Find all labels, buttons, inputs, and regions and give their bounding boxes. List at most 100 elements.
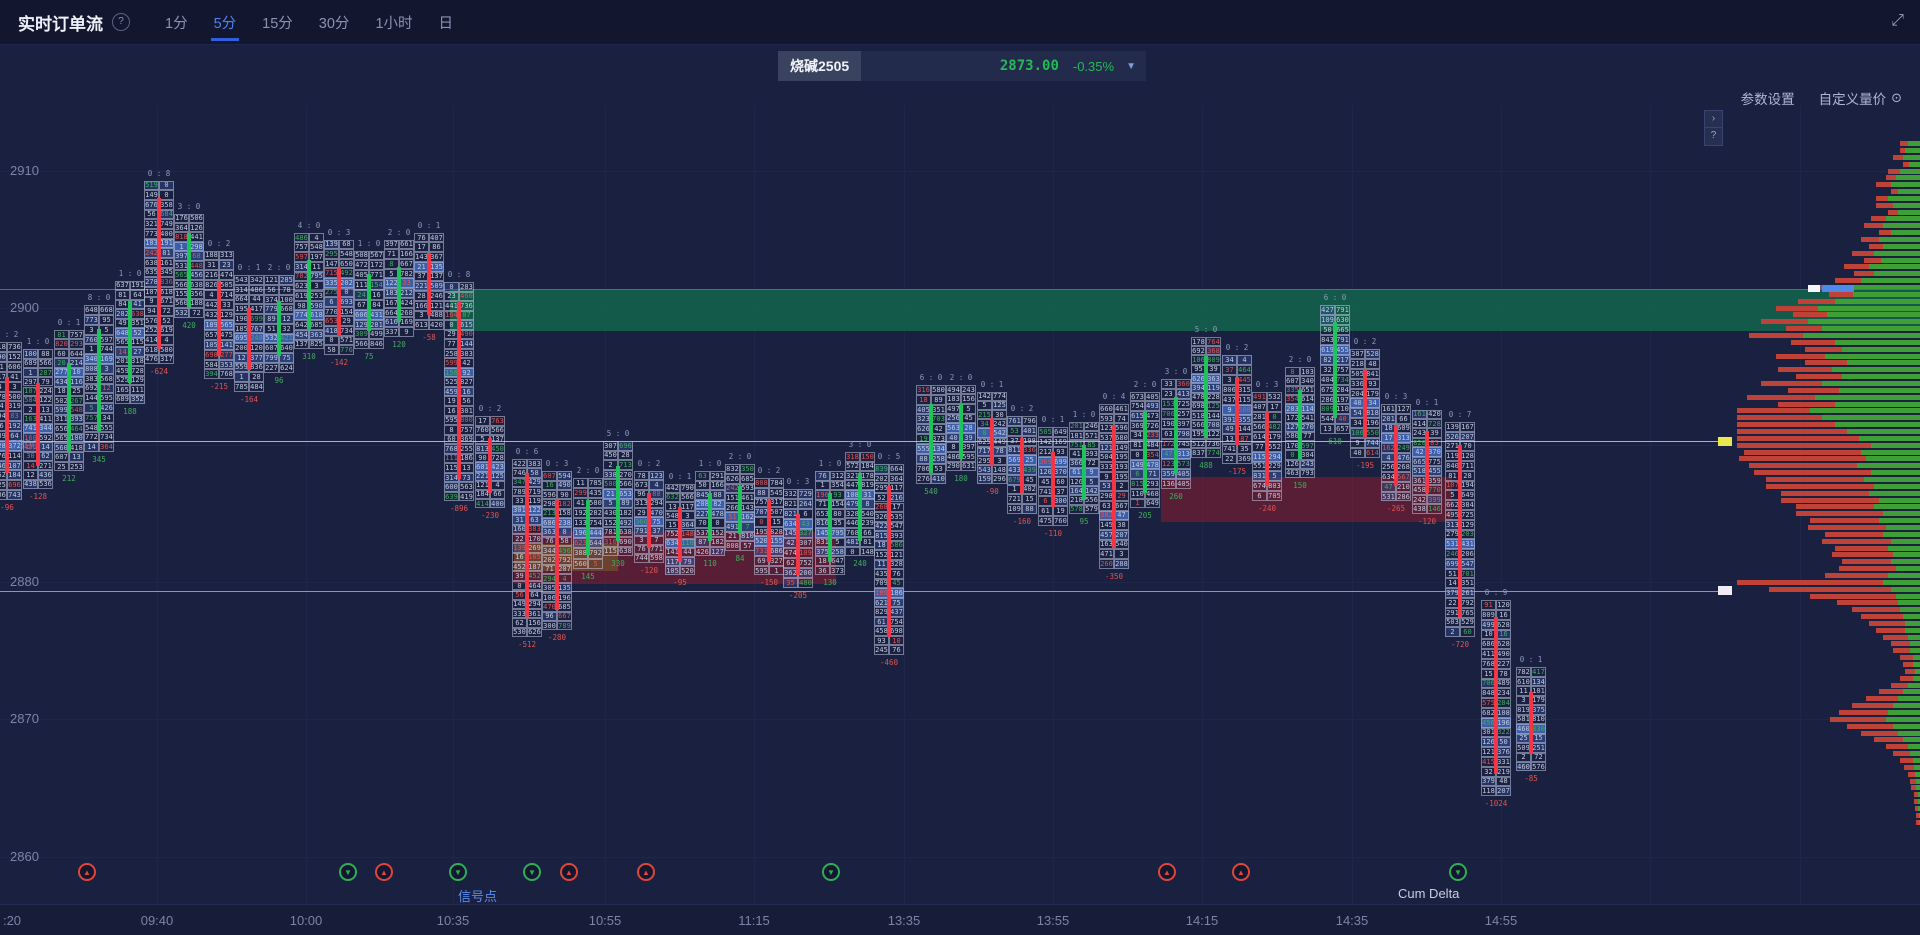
footprint-candle[interactable]: 34 4 37 464 3 445 806 315 437 115 9 508 391 355 49 144 1…: [1222, 343, 1252, 476]
footprint-row: 2 713: [603, 460, 633, 470]
footprint-candle[interactable]: 76 407 17 86 143 367 21 135 37 137 221 589 28 246 166 1…: [414, 221, 444, 342]
footprint-candle[interactable]: 100 88 689 566 1 287 297 79 107 224 584 122 2 13 163 41…: [23, 337, 53, 501]
ask-volume-cell: 595: [961, 452, 976, 462]
footprint-row: 50 166: [695, 480, 725, 491]
footprint-candle[interactable]: 782 417 610 134 11 101 3 179 819 375 581 810 460 330 2…: [1516, 655, 1546, 783]
ask-volume-cell: 431: [1460, 539, 1475, 550]
footprint-candle[interactable]: 121 285 56 78 374 100 779 668 89 12 51 32 532 421 607 6…: [264, 263, 294, 385]
settings-button[interactable]: 参数设置: [1740, 92, 1795, 107]
help-icon[interactable]: ?: [112, 13, 130, 31]
ask-volume-cell: 39: [961, 432, 976, 443]
candle-body-down: [525, 472, 529, 617]
ask-volume-cell: 312: [830, 471, 845, 481]
footprint-row: 394 768: [204, 369, 234, 380]
mid-yellow-line[interactable]: [0, 441, 1729, 443]
signal-marker-green-down[interactable]: ▼: [1449, 863, 1467, 881]
footprint-candle[interactable]: 673 405 754 493 615 473 369 726 34 233 81 484 0 354 14…: [1130, 380, 1160, 520]
footprint-candle[interactable]: 17 763 760 566 5 137 813 450 90 728 601 423 221 125 12…: [475, 404, 505, 520]
ask-volume-cell: 667: [399, 259, 414, 269]
candle-body-down: [647, 493, 651, 548]
tab-timeframe-5[interactable]: 日: [438, 15, 454, 32]
footprint-candle[interactable]: 142 774 5 125 215 30 34 242 0 542 625 449 717 78 295 3 5…: [977, 380, 1007, 496]
footprint-candle[interactable]: 427 791 109 630 50 665 843 791 619 455 82 217 32 757 4…: [1320, 293, 1350, 446]
footprint-candle[interactable]: 387 528 218 48 505 841 336 93 204 179 40 34 54 818 34 1…: [1350, 337, 1380, 470]
footprint-candle[interactable]: 78 123 673 4 96 88 313 294 29 470 366 75 791 37 3 7 76 77…: [634, 459, 664, 575]
ask-volume-cell: 100: [69, 433, 84, 443]
footprint-candle[interactable]: 33 360 23 413 153 725 706 257 190 397 63 798 172 745 4…: [1161, 367, 1191, 501]
footprint-candle[interactable]: 519 0 149 0 676 358 56 684 321 749 773 400 103 191 242…: [144, 169, 174, 376]
footprint-candle[interactable]: 832 350 626 685 242 593 151 461 266 143 51 162 491 7 2…: [725, 452, 755, 563]
panel-expand-button[interactable]: ›: [1704, 110, 1723, 129]
footprint-candle[interactable]: 422 383 746 58 347 429 789 719 33 119 301 122 31 63 16…: [512, 447, 542, 649]
ask-volume-cell: 63: [527, 515, 542, 525]
candle-body-down: [5, 376, 9, 473]
symbol-selector[interactable]: 烧碱2505 2873.00 -0.35% ▼: [778, 51, 1146, 81]
footprint-candle[interactable]: 76 312 1 354 196 93 71 154 653 80 816 35 145 795 831 5 3…: [815, 459, 845, 587]
footprint-candle[interactable]: 808 784 88 545 757 317 707 507 0 15 195 828 520 155 73…: [754, 466, 784, 587]
footprint-candle[interactable]: 3187364901527160631741432785005431949483…: [0, 330, 22, 512]
footprint-candle[interactable]: 442 790 632 566 13 117 548 3 15 364 752 148 634 110 14…: [665, 472, 695, 587]
tab-timeframe-0[interactable]: 1分: [165, 15, 188, 32]
ask-volume-cell: 444: [588, 528, 603, 539]
footprint-candle[interactable]: 505 649 142 169 212 93 369 699 120 370 45 60 741 37 6 3…: [1038, 415, 1068, 538]
footprint-candle[interactable]: 307 696 450 28 2 713 338 270 580 566 21 653 5 89 430 18…: [603, 429, 633, 568]
footprint-candle[interactable]: 161 127 201 66 18 609 17 313 162 249 4 476 256 268 634…: [1381, 392, 1411, 513]
tab-timeframe-4[interactable]: 1小时: [375, 15, 413, 32]
footprint-candle[interactable]: 508 567 472 172 405 771 111 154 24 16 67 84 606 431 12…: [354, 239, 384, 361]
signal-marker-red-up[interactable]: ▲: [1232, 863, 1250, 881]
footprint-candle[interactable]: 11 785 299 435 41 580 192 282 133 754 196 444 623 644…: [573, 466, 603, 581]
bid-volume-cell: 290: [946, 461, 961, 472]
footprint-candle[interactable]: 201 246 181 571 751 85 41 393 366 72 61 9 126 5 164 142…: [1069, 410, 1099, 526]
footprint-candle[interactable]: 397 661 71 166 8 667 5 782 122 33 183 212 167 424 664 2…: [384, 228, 414, 349]
footprint-candle[interactable]: 0 283 23 460 441 736 164 87 0 615 29 490 77 144 258 383…: [444, 270, 474, 513]
volume-profile-row: [1863, 223, 1920, 229]
footprint-candle[interactable]: 494 243 183 156 497 5 256 45 563 28 40 39 8 397 486 595…: [946, 373, 976, 483]
ask-volume-cell: 197: [1335, 394, 1350, 405]
footprint-candle[interactable]: 648 668 773 95 3 5 760 597 1 744 340 169 808 3 383 568 6…: [84, 293, 114, 464]
footprint-row: 494 243: [946, 384, 976, 395]
tab-timeframe-1[interactable]: 5分: [201, 0, 250, 44]
footprint-candle[interactable]: 660 461 593 74 123 596 537 680 121 149 504 195 333 19…: [1099, 392, 1129, 581]
footprint-candle[interactable]: 839 664 202 364 295 117 52 216 268 17 326 535 422 547…: [874, 452, 904, 667]
footprint-candle[interactable]: 139 68 295 548 147 650 715 492 335 202 275 0 6 693 770…: [324, 228, 354, 367]
fullscreen-exit-icon[interactable]: ⤢: [1891, 12, 1904, 29]
footprint-candle[interactable]: 332 729 821 264 821 6 634 43 145 327 42 307 474 109 62…: [783, 477, 813, 600]
footprint-candle[interactable]: 8 103 607 340 335 651 354 614 203 114 172 541 127 270…: [1285, 355, 1315, 490]
footprint-candle[interactable]: 607 594 16 490 596 90 298 182 213 158 686 238 363 0 76…: [542, 459, 572, 642]
tab-timeframe-2[interactable]: 15分: [262, 15, 293, 32]
footprint-candle[interactable]: 761 796 53 401 37 198 811 336 569 25 433 439 679 45 1 4…: [1007, 404, 1037, 526]
signal-marker-red-up[interactable]: ▲: [78, 863, 96, 881]
signal-marker-red-up[interactable]: ▲: [375, 863, 393, 881]
ask-volume-cell: 186: [459, 453, 474, 464]
upper-blue-line[interactable]: [0, 288, 1920, 290]
tab-timeframe-3[interactable]: 30分: [318, 15, 350, 32]
panel-help-button[interactable]: ?: [1704, 127, 1723, 146]
footprint-candle[interactable]: 491 532 407 17 281 0 566 482 614 179 77 552 115 294 55…: [1252, 380, 1282, 513]
candle-body-down: [555, 500, 559, 610]
footprint-candle[interactable]: 81 757 820 293 60 644 20 214 277 10 434 116 18 25 502 2…: [54, 318, 84, 483]
signal-marker-green-down[interactable]: ▼: [822, 863, 840, 881]
lower-magenta-line[interactable]: [0, 590, 1729, 592]
footprint-candle[interactable]: 486 4 757 548 597 197 314 11 782 795 623 3 619 253 98 5…: [294, 221, 324, 361]
custom-volume-price-button[interactable]: 自定义量价: [1818, 92, 1887, 107]
footprint-candle[interactable]: 178 764 692 368 106 809 95 39 626 363 394 119 478 228…: [1191, 325, 1221, 470]
footprint-candle[interactable]: 316 580 18 89 405 351 323 703 626 42 19 373 555 134 88…: [916, 373, 946, 496]
footprint-candle[interactable]: 161 420 414 728 243 39 820 85 42 370 665 775 518 455 3…: [1412, 398, 1442, 526]
footprint-candle[interactable]: 139 167 526 207 271 70 119 128 840 711 81 28 107 194 5…: [1445, 410, 1475, 649]
footprint-candle[interactable]: 91 120 809 16 499 628 10 16 686 628 411 490 768 227 15…: [1481, 588, 1511, 808]
footprint-row: 689 566: [23, 358, 53, 368]
footprint-candle[interactable]: 543 342 314 486 664 44 195 417 190 699 185 767 695 24…: [234, 263, 264, 404]
footprint-candle[interactable]: 63 291 50 166 845 88 208 82 227 478 70 0 537 152 87 182…: [695, 459, 725, 568]
footprint-candle[interactable]: 318 150 572 184 321 178 447 819 108 31 479 8 328 540 4…: [845, 440, 875, 568]
signal-marker-green-down[interactable]: ▼: [523, 863, 541, 881]
signal-marker-red-up[interactable]: ▲: [637, 863, 655, 881]
signal-marker-red-up[interactable]: ▲: [560, 863, 578, 881]
signal-marker-green-down[interactable]: ▼: [449, 863, 467, 881]
signal-marker-red-up[interactable]: ▲: [1158, 863, 1176, 881]
signal-marker-green-down[interactable]: ▼: [339, 863, 357, 881]
footprint-candle[interactable]: 637 191 81 64 84 41 282 638 49 351 648 52 565 115 14 27…: [115, 269, 145, 416]
footprint-candle[interactable]: 188 313 31 23 216 474 826 505 4 714 442 33 432 129 189…: [204, 239, 234, 391]
footprint-candle[interactable]: 176 506 364 126 818 441 1 298 397 68 531 448 565 456 5…: [174, 202, 204, 330]
bid-volume-cell: 245: [874, 645, 889, 655]
